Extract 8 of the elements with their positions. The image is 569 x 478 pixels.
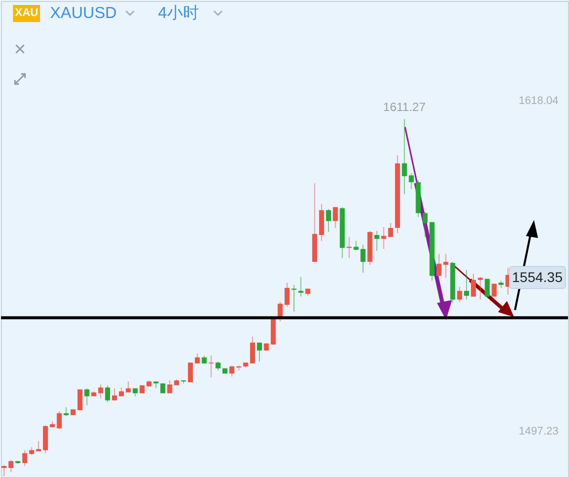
text: 1554.35	[509, 266, 566, 289]
chart-title: XAUUSD	[50, 4, 117, 24]
y-tick-label: 1497.23	[518, 426, 558, 438]
annotation: 1611.27	[383, 100, 426, 114]
y-tick-label: 1618.04	[518, 95, 558, 108]
candlestick	[188, 362, 193, 383]
chart-subtitle: 4小时	[158, 4, 199, 24]
symbol-badge: XAU	[13, 5, 40, 22]
